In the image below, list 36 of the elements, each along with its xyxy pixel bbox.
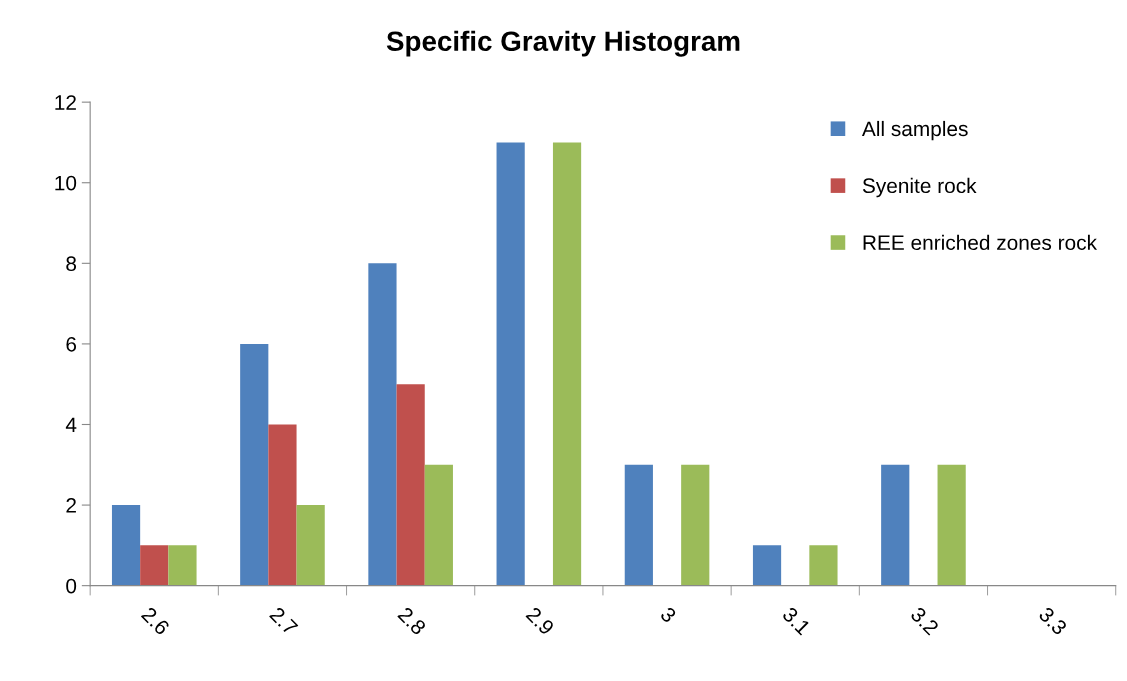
bar: [937, 464, 966, 586]
bar: [168, 545, 197, 586]
bar: [624, 464, 653, 586]
legend-label: Syenite rock: [862, 177, 977, 198]
bar: [496, 142, 525, 586]
y-tick-label: 2: [66, 498, 76, 513]
y-tick-label: 10: [55, 175, 77, 191]
x-tick-label: 2.7: [269, 606, 299, 636]
bar: [424, 464, 453, 586]
x-tick-label: 3.3: [1038, 606, 1068, 636]
bar: [368, 263, 397, 586]
x-tick-label: 3: [659, 606, 677, 624]
x-tick-label: 3.2: [909, 606, 940, 636]
bar: [111, 505, 141, 586]
bar: [752, 545, 782, 586]
bar: [296, 505, 325, 586]
bar: [809, 545, 838, 586]
y-tick-label: 4: [65, 417, 77, 433]
legend-label: REE enriched zones rock: [863, 234, 1098, 251]
bar: [140, 545, 169, 586]
y-tick-label: 6: [66, 336, 77, 352]
x-tick-label: 2.9: [525, 606, 555, 636]
x-tick-label: 2.8: [397, 606, 427, 636]
bar: [881, 464, 910, 586]
x-tick-label: 3.1: [781, 606, 812, 636]
bar: [552, 142, 582, 586]
x-tick-label: 2.6: [140, 606, 171, 636]
chart-title: Specific Gravity Histogram: [386, 30, 740, 57]
y-tick-label: 8: [66, 256, 77, 272]
bar: [240, 343, 269, 586]
y-tick-label: 12: [55, 95, 76, 110]
legend-label: All samples: [861, 120, 968, 141]
bar: [396, 384, 425, 586]
bar: [681, 464, 710, 586]
bar: [268, 424, 297, 586]
y-tick-label: 0: [66, 578, 77, 594]
